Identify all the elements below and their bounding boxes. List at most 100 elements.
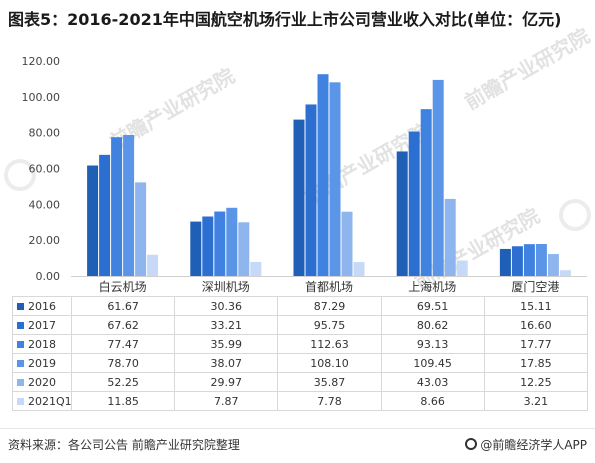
table-cell: 8.66 bbox=[380, 391, 485, 411]
table-cell: 52.25 bbox=[70, 372, 176, 392]
bar bbox=[559, 270, 571, 276]
bar bbox=[147, 254, 159, 276]
bar bbox=[202, 216, 214, 276]
brand-credit: @前瞻经济学人APP bbox=[465, 436, 587, 453]
table-cell: 80.62 bbox=[380, 315, 485, 335]
legend-swatch bbox=[17, 379, 24, 386]
data-table: 2016 61.67 30.36 87.29 69.51 15.11 2017 67.62 33… bbox=[12, 296, 588, 411]
legend-swatch bbox=[17, 398, 24, 405]
table-cell: 67.62 bbox=[70, 315, 176, 335]
bar bbox=[499, 248, 511, 276]
bar bbox=[214, 211, 226, 276]
series-legend-cell: 2020 bbox=[12, 372, 72, 392]
table-cell: 12.25 bbox=[483, 372, 588, 392]
series-name: 2016 bbox=[28, 299, 56, 313]
table-cell: 29.97 bbox=[174, 372, 279, 392]
table-cell: 35.87 bbox=[277, 372, 382, 392]
bar bbox=[353, 262, 365, 276]
series-name: 2019 bbox=[28, 356, 56, 370]
bar bbox=[305, 104, 317, 276]
table-cell: 61.67 bbox=[70, 296, 176, 316]
bar bbox=[190, 221, 202, 276]
bar bbox=[432, 79, 444, 277]
table-cell: 17.77 bbox=[483, 334, 588, 354]
x-category-label: 首都机场 bbox=[305, 280, 353, 294]
x-axis: 白云机场 深圳机场 首都机场 上海机场 厦门空港 bbox=[71, 276, 587, 294]
y-tick-label: 60.00 bbox=[29, 163, 61, 176]
y-tick-label: 0.00 bbox=[36, 270, 61, 283]
table-cell: 78.70 bbox=[70, 353, 176, 373]
table-cell: 11.85 bbox=[70, 391, 176, 411]
table-cell: 38.07 bbox=[174, 353, 279, 373]
y-tick-label: 120.00 bbox=[22, 55, 61, 68]
bar bbox=[511, 246, 523, 276]
bar bbox=[535, 244, 547, 276]
brand-logo-icon bbox=[465, 438, 478, 450]
series-name: 2018 bbox=[28, 337, 56, 351]
table-cell: 3.21 bbox=[483, 391, 588, 411]
table-row: 2021Q1 11.85 7.87 7.78 8.66 3.21 bbox=[12, 391, 588, 411]
series-legend-cell: 2019 bbox=[12, 353, 72, 373]
series-name: 2021Q1 bbox=[28, 394, 72, 408]
y-tick-label: 40.00 bbox=[29, 198, 61, 211]
table-row: 2020 52.25 29.97 35.87 43.03 12.25 bbox=[12, 372, 588, 392]
table-cell: 35.99 bbox=[174, 334, 279, 354]
series-legend-cell: 2016 bbox=[12, 296, 72, 316]
table-cell: 43.03 bbox=[380, 372, 485, 392]
x-category-label: 上海机场 bbox=[408, 279, 456, 294]
footer: 资料来源：各公司公告 前瞻产业研究院整理 @前瞻经济学人APP bbox=[0, 428, 595, 463]
series-legend-cell: 2021Q1 bbox=[12, 391, 72, 411]
table-row: 2019 78.70 38.07 108.10 109.45 17.85 bbox=[12, 353, 588, 373]
table-cell: 69.51 bbox=[380, 296, 485, 316]
table-cell: 109.45 bbox=[380, 353, 485, 373]
series-name: 2017 bbox=[28, 318, 56, 332]
bar bbox=[293, 119, 305, 276]
watermark-logo-icon bbox=[4, 159, 36, 191]
y-axis: 0.00 20.00 40.00 60.00 80.00 100.00 120.00 bbox=[22, 55, 61, 283]
table-cell: 108.10 bbox=[277, 353, 382, 373]
chart-title: 图表5：2016-2021年中国航空机场行业上市公司营业收入对比(单位：亿元) bbox=[8, 10, 562, 29]
watermark-logo-icon bbox=[559, 199, 591, 231]
bars-layer bbox=[87, 74, 571, 277]
bar bbox=[341, 211, 353, 276]
x-category-label: 厦门空港 bbox=[511, 279, 559, 294]
legend-swatch bbox=[17, 360, 24, 367]
table-cell: 95.75 bbox=[277, 315, 382, 335]
bar bbox=[317, 74, 329, 276]
legend-swatch bbox=[17, 303, 24, 310]
y-tick-label: 80.00 bbox=[29, 127, 61, 140]
bar bbox=[444, 198, 456, 276]
series-legend-cell: 2017 bbox=[12, 315, 72, 335]
bar bbox=[420, 109, 432, 276]
bar bbox=[396, 151, 408, 276]
table-row: 2016 61.67 30.36 87.29 69.51 15.11 bbox=[12, 296, 588, 316]
table-cell: 87.29 bbox=[277, 296, 382, 316]
table-cell: 33.21 bbox=[174, 315, 279, 335]
table-row: 2017 67.62 33.21 95.75 80.62 16.60 bbox=[12, 315, 588, 335]
table-cell: 7.87 bbox=[174, 391, 279, 411]
bar bbox=[547, 254, 559, 276]
bar bbox=[135, 182, 147, 276]
table-cell: 93.13 bbox=[380, 334, 485, 354]
table-cell: 17.85 bbox=[483, 353, 588, 373]
series-name: 2020 bbox=[28, 375, 56, 389]
bar bbox=[238, 222, 250, 276]
table-cell: 77.47 bbox=[70, 334, 176, 354]
bar bbox=[329, 82, 341, 276]
bar bbox=[111, 137, 123, 276]
x-category-label: 深圳机场 bbox=[202, 280, 250, 294]
table-cell: 7.78 bbox=[277, 391, 382, 411]
bar bbox=[408, 131, 420, 276]
table-cell: 112.63 bbox=[277, 334, 382, 354]
y-tick-label: 100.00 bbox=[22, 91, 61, 104]
bar bbox=[226, 207, 238, 276]
table-cell: 16.60 bbox=[483, 315, 588, 335]
series-legend-cell: 2018 bbox=[12, 334, 72, 354]
legend-swatch bbox=[17, 341, 24, 348]
bar bbox=[123, 135, 135, 276]
legend-swatch bbox=[17, 322, 24, 329]
table-cell: 15.11 bbox=[483, 296, 588, 316]
bar bbox=[99, 154, 111, 276]
bar bbox=[87, 165, 99, 276]
